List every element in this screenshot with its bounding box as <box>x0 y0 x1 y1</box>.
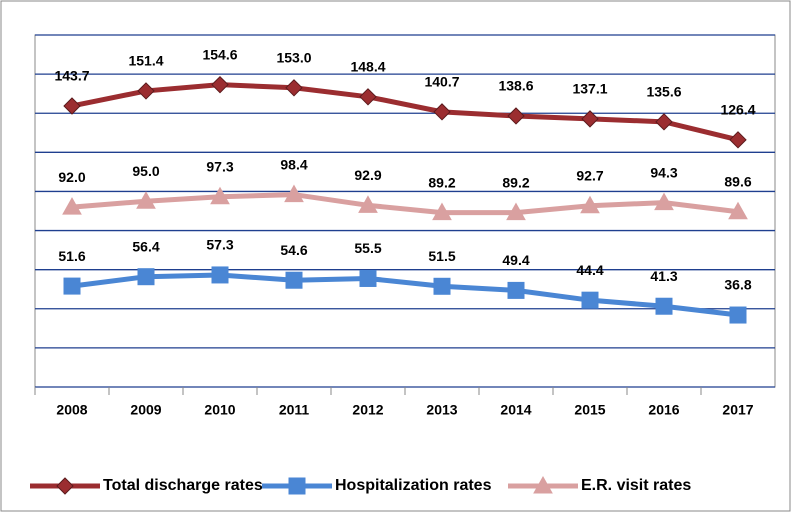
point <box>507 107 525 125</box>
data-label: 151.4 <box>128 53 163 69</box>
x-tick-label: 2008 <box>56 402 87 418</box>
data-label: 89.2 <box>502 174 529 190</box>
x-tick-label: 2011 <box>279 402 310 418</box>
point <box>432 202 452 221</box>
point <box>210 186 230 205</box>
x-tick-label: 2010 <box>204 402 235 418</box>
data-label: 143.7 <box>54 68 89 84</box>
point <box>506 202 526 221</box>
x-tick-label: 2013 <box>426 402 457 418</box>
point <box>433 277 451 295</box>
point <box>211 75 229 94</box>
point <box>285 271 303 289</box>
data-label: 126.4 <box>720 102 755 118</box>
data-label: 97.3 <box>206 158 233 174</box>
point <box>728 201 748 220</box>
point <box>654 192 674 211</box>
point <box>729 131 747 149</box>
x-tick-label: 2016 <box>648 402 679 418</box>
x-tick-label: 2014 <box>500 402 531 418</box>
series-line <box>71 82 739 143</box>
legend-marker <box>533 475 553 494</box>
data-label: 92.7 <box>576 167 603 183</box>
data-label: 94.3 <box>650 164 677 180</box>
legend-label: E.R. visit rates <box>581 477 691 494</box>
point <box>284 184 304 203</box>
data-label: 36.8 <box>724 277 751 293</box>
point <box>285 79 303 97</box>
data-label: 92.9 <box>354 167 381 183</box>
point <box>655 297 673 315</box>
data-label: 140.7 <box>424 74 459 90</box>
point <box>211 266 229 284</box>
point <box>358 195 378 213</box>
point <box>580 195 600 214</box>
data-label: 89.6 <box>724 173 751 189</box>
point <box>63 97 81 115</box>
data-label: 138.6 <box>498 78 533 94</box>
point <box>62 197 82 215</box>
data-label: 54.6 <box>280 242 307 258</box>
point <box>137 268 155 286</box>
point <box>359 269 377 287</box>
x-tick-label: 2015 <box>574 402 605 418</box>
data-label: 98.4 <box>280 156 307 172</box>
legend-marker <box>288 477 306 495</box>
series-line <box>71 192 739 216</box>
data-label: 89.2 <box>428 174 455 190</box>
data-label: 49.4 <box>502 252 529 268</box>
legend-label: Total discharge rates <box>103 477 263 494</box>
point <box>581 291 599 309</box>
data-label: 153.0 <box>276 50 311 66</box>
data-label: 41.3 <box>650 268 677 284</box>
data-label: 135.6 <box>646 84 681 100</box>
x-tick-label: 2009 <box>130 402 161 418</box>
x-tick-label: 2017 <box>722 402 753 418</box>
point <box>507 281 525 299</box>
data-label: 95.0 <box>132 163 159 179</box>
series-line <box>71 272 739 318</box>
point <box>137 82 155 100</box>
data-label: 56.4 <box>132 238 159 254</box>
data-label: 92.0 <box>58 169 85 185</box>
point <box>433 103 451 121</box>
point <box>655 113 673 131</box>
x-tick-label: 2012 <box>352 402 383 418</box>
data-label: 51.5 <box>428 248 455 264</box>
legend-marker <box>56 477 74 495</box>
data-label: 57.3 <box>206 237 233 253</box>
point <box>729 306 747 324</box>
legend-label: Hospitalization rates <box>335 477 492 494</box>
data-label: 148.4 <box>350 58 385 74</box>
data-label: 51.6 <box>58 248 85 264</box>
data-label: 55.5 <box>354 240 381 256</box>
point <box>581 110 599 128</box>
data-label: 44.4 <box>576 262 603 278</box>
point <box>136 191 156 209</box>
data-label: 137.1 <box>572 81 607 97</box>
data-label: 154.6 <box>202 46 237 62</box>
point <box>63 277 81 295</box>
point <box>359 88 377 106</box>
